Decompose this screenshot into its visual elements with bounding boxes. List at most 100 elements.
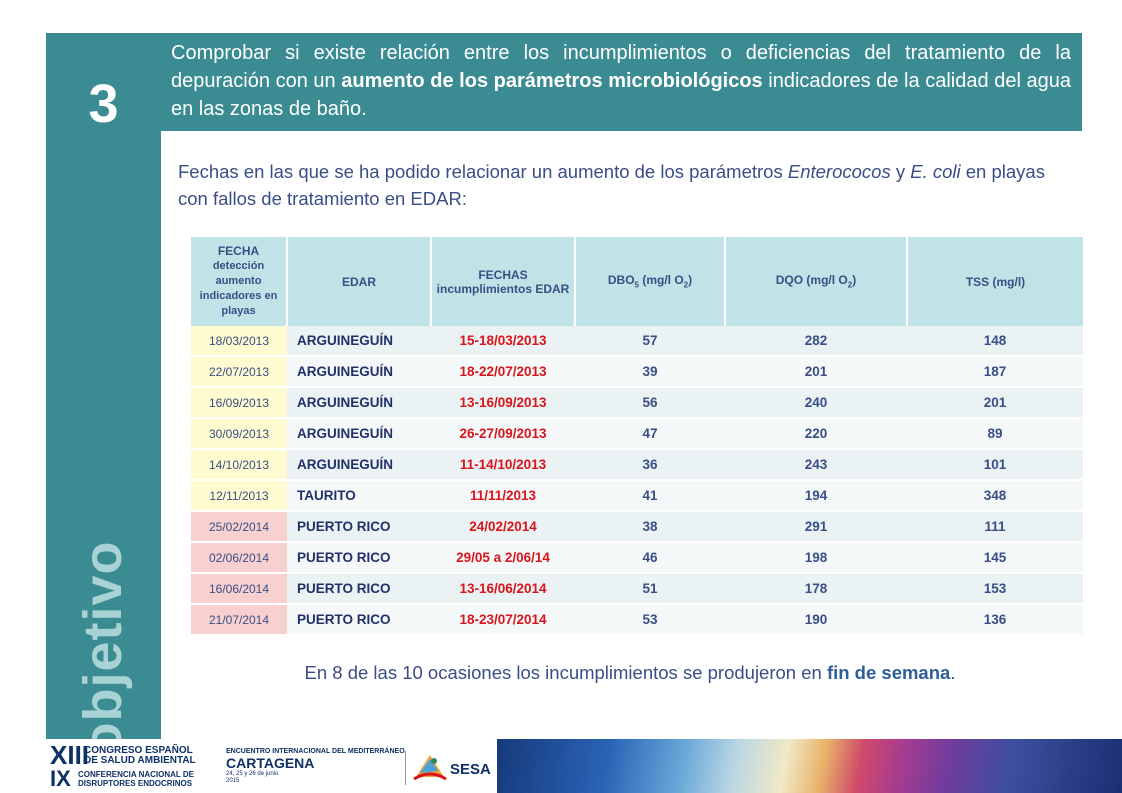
sesa-logo: SESA: [410, 747, 500, 787]
table-row: 14/10/2013 ARGUINEGUÍN 11-14/10/2013 36 243 1…: [191, 449, 1083, 481]
cell-tss: 201: [907, 387, 1083, 419]
header-band: Comprobar si existe relación entre los i…: [161, 33, 1082, 131]
cell-edar: ARGUINEGUÍN: [287, 326, 431, 357]
cell-edar: TAURITO: [287, 480, 431, 512]
cell-tss: 111: [907, 511, 1083, 543]
footer-divider: [405, 751, 406, 785]
logo-line2: DE SALUD AMBIENTAL: [84, 755, 196, 766]
cell-fechas-incumplimientos: 29/05 a 2/06/14: [431, 542, 575, 574]
header-dbo: DBO5 (mg/l O2): [575, 237, 726, 326]
cell-dqo: 291: [725, 511, 907, 543]
header-edar: EDAR: [287, 237, 432, 326]
cell-fechas-incumplimientos: 15-18/03/2013: [431, 326, 575, 357]
header-text: Comprobar si existe relación entre los i…: [171, 39, 1071, 123]
cell-dbo: 36: [575, 449, 725, 481]
cell-edar: PUERTO RICO: [287, 511, 431, 543]
data-table: FECHA detección aumento indicadores en pl…: [191, 237, 1083, 636]
cell-dbo: 46: [575, 542, 725, 574]
cell-fechas-incumplimientos: 24/02/2014: [431, 511, 575, 543]
header-fechas-incumplimientos: FECHAS incumplimientos EDAR: [431, 237, 576, 326]
table-row: 12/11/2013 TAURITO 11/11/2013 41 194 348: [191, 480, 1083, 512]
cell-dbo: 56: [575, 387, 725, 419]
cell-dbo: 51: [575, 573, 725, 605]
cartagena-line1: ENCUENTRO INTERNACIONAL DEL MEDITERRÁNEO: [226, 748, 405, 755]
table-header-row: FECHA detección aumento indicadores en pl…: [191, 237, 1083, 326]
cell-edar: ARGUINEGUÍN: [287, 387, 431, 419]
objective-sidebar: 3 objetivo: [46, 33, 161, 756]
cell-tss: 148: [907, 326, 1083, 357]
summary-part2: .: [950, 662, 956, 683]
cell-tss: 89: [907, 418, 1083, 450]
logo-roman-ix: IX: [50, 766, 71, 791]
cell-tss: 101: [907, 449, 1083, 481]
table-row: 25/02/2014 PUERTO RICO 24/02/2014 38 291 111: [191, 511, 1083, 543]
cell-fechas-incumplimientos: 13-16/09/2013: [431, 387, 575, 419]
cell-tss: 136: [907, 604, 1083, 636]
intro-text: Fechas en las que se ha podido relaciona…: [178, 158, 1058, 212]
logo-line3: CONFERENCIA NACIONAL DE: [78, 770, 195, 779]
cell-fecha: 25/02/2014: [191, 511, 287, 543]
cell-dbo: 53: [575, 604, 725, 636]
cell-tss: 153: [907, 573, 1083, 605]
decorative-art: [497, 739, 1122, 793]
objective-label: objetivo: [73, 540, 133, 756]
cartagena-dates: 24, 25 y 26 de junio: [226, 771, 279, 777]
cell-edar: ARGUINEGUÍN: [287, 449, 431, 481]
header-tss: TSS (mg/l): [907, 237, 1083, 326]
cell-fecha: 18/03/2013: [191, 326, 287, 357]
cell-fecha: 16/06/2014: [191, 573, 287, 605]
cell-dqo: 240: [725, 387, 907, 419]
cartagena-city: CARTAGENA: [226, 755, 315, 771]
cell-dqo: 243: [725, 449, 907, 481]
table-row: 16/06/2014 PUERTO RICO 13-16/06/2014 51 178 1…: [191, 573, 1083, 605]
cartagena-year: 2015: [226, 778, 240, 784]
cell-fecha: 12/11/2013: [191, 480, 287, 512]
footer: XIII CONGRESO ESPAÑOL DE SALUD AMBIENTAL…: [0, 739, 1122, 793]
cell-edar: ARGUINEGUÍN: [287, 356, 431, 388]
cell-fechas-incumplimientos: 11/11/2013: [431, 480, 575, 512]
cell-edar: PUERTO RICO: [287, 604, 431, 636]
cell-dqo: 178: [725, 573, 907, 605]
summary-text: En 8 de las 10 ocasiones los incumplimie…: [0, 662, 1122, 684]
cell-dqo: 220: [725, 418, 907, 450]
summary-bold: fin de semana: [826, 662, 951, 683]
cell-dbo: 39: [575, 356, 725, 388]
sesa-text: SESA: [450, 761, 491, 778]
cell-tss: 348: [907, 480, 1083, 512]
table-row: 16/09/2013 ARGUINEGUÍN 13-16/09/2013 56 240 2…: [191, 387, 1083, 419]
cell-fecha: 21/07/2014: [191, 604, 287, 636]
header-fecha: FECHA detección aumento indicadores en pl…: [191, 237, 288, 326]
cell-dqo: 190: [725, 604, 907, 636]
cell-fecha: 30/09/2013: [191, 418, 287, 450]
summary-part1: En 8 de las 10 ocasiones los incumplimie…: [304, 662, 827, 683]
cell-tss: 145: [907, 542, 1083, 574]
header-text-part2: indicadores de la calidad del agua en la…: [171, 70, 1071, 120]
cell-fechas-incumplimientos: 18-22/07/2013: [431, 356, 575, 388]
cell-fechas-incumplimientos: 18-23/07/2014: [431, 604, 575, 636]
intro-part2: y: [890, 161, 911, 182]
cell-dqo: 201: [725, 356, 907, 388]
cell-edar: PUERTO RICO: [287, 573, 431, 605]
cell-tss: 187: [907, 356, 1083, 388]
cell-fechas-incumplimientos: 11-14/10/2013: [431, 449, 575, 481]
table-row: 02/06/2014 PUERTO RICO 29/05 a 2/06/14 46 19…: [191, 542, 1083, 574]
intro-term-enterococos: Enterococos: [787, 161, 891, 182]
cell-fecha: 02/06/2014: [191, 542, 287, 574]
cell-dbo: 47: [575, 418, 725, 450]
header-dqo: DQO (mg/l O2): [725, 237, 908, 326]
cell-dbo: 41: [575, 480, 725, 512]
table-row: 21/07/2014 PUERTO RICO 18-23/07/2014 53 190 1…: [191, 604, 1083, 636]
cell-dqo: 194: [725, 480, 907, 512]
header-text-part1: Comprobar si existe relación entre los i…: [171, 42, 1071, 92]
cell-edar: ARGUINEGUÍN: [287, 418, 431, 450]
cell-dqo: 282: [725, 326, 907, 357]
table-row: 18/03/2013 ARGUINEGUÍN 15-18/03/2013 57 282 1…: [191, 326, 1083, 357]
logo-roman-xiii: XIII: [50, 740, 90, 770]
congress-logo: XIII CONGRESO ESPAÑOL DE SALUD AMBIENTAL…: [50, 740, 220, 791]
cell-dbo: 57: [575, 326, 725, 357]
cell-fecha: 16/09/2013: [191, 387, 287, 419]
table-row: 30/09/2013 ARGUINEGUÍN 26-27/09/2013 47 220 8…: [191, 418, 1083, 450]
intro-part3: en playas con fallos de tratamiento en E…: [178, 161, 1045, 209]
table-row: 22/07/2013 ARGUINEGUÍN 18-22/07/2013 39 201 1…: [191, 356, 1083, 388]
cell-edar: PUERTO RICO: [287, 542, 431, 574]
